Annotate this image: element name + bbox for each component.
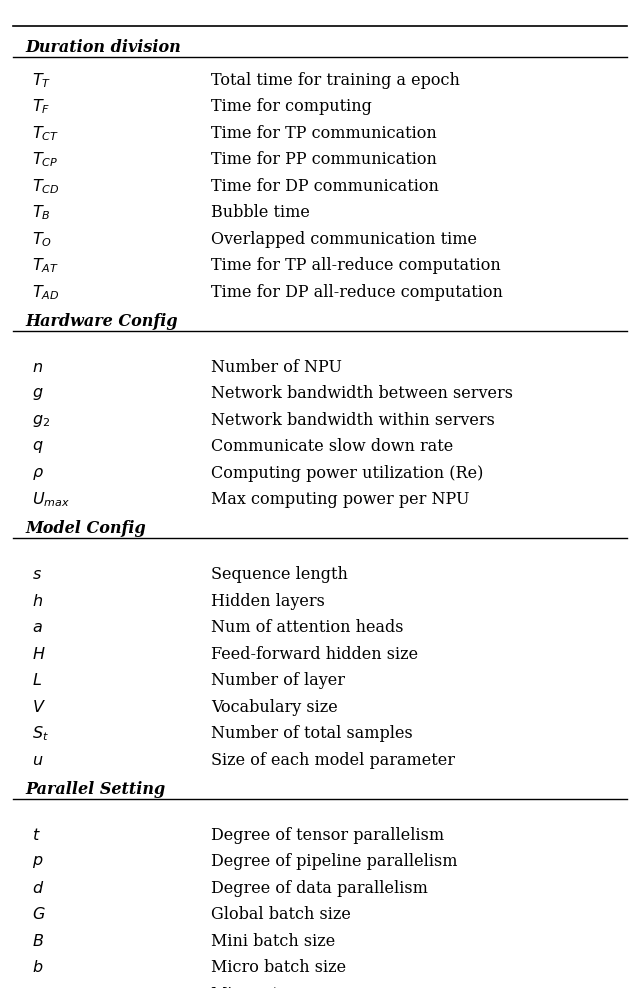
Text: $t$: $t$ [32,827,41,844]
Text: Sequence length: Sequence length [211,566,348,583]
Text: $g_2$: $g_2$ [32,412,50,429]
Text: $T_{AD}$: $T_{AD}$ [32,283,60,301]
Text: $q$: $q$ [32,439,44,455]
Text: Num of attention heads: Num of attention heads [211,619,404,636]
Text: $\rho$: $\rho$ [32,464,44,482]
Text: $n$: $n$ [32,359,43,375]
Text: Time for PP communication: Time for PP communication [211,151,437,168]
Text: $T_{CP}$: $T_{CP}$ [32,150,58,169]
Text: $T_{CT}$: $T_{CT}$ [32,124,59,143]
Text: $u$: $u$ [32,752,44,769]
Text: Duration division: Duration division [26,39,181,56]
Text: Vocabulary size: Vocabulary size [211,699,338,715]
Text: Global batch size: Global batch size [211,906,351,923]
Text: Time for DP all-reduce computation: Time for DP all-reduce computation [211,284,503,300]
Text: $m$: $m$ [32,986,49,988]
Text: $p$: $p$ [32,854,44,870]
Text: Degree of tensor parallelism: Degree of tensor parallelism [211,827,444,844]
Text: $T_{CD}$: $T_{CD}$ [32,177,60,196]
Text: $V$: $V$ [32,699,46,715]
Text: $S_t$: $S_t$ [32,724,49,743]
Text: $L$: $L$ [32,672,42,690]
Text: Overlapped communication time: Overlapped communication time [211,231,477,248]
Text: Number of layer: Number of layer [211,672,345,690]
Text: $g$: $g$ [32,385,44,402]
Text: Computing power utilization (Re): Computing power utilization (Re) [211,464,484,482]
Text: Size of each model parameter: Size of each model parameter [211,752,455,769]
Text: Time for TP communication: Time for TP communication [211,124,437,142]
Text: Total time for training a epoch: Total time for training a epoch [211,72,460,89]
Text: Network bandwidth within servers: Network bandwidth within servers [211,412,495,429]
Text: $H$: $H$ [32,646,45,663]
Text: Number of NPU: Number of NPU [211,359,342,375]
Text: Communicate slow down rate: Communicate slow down rate [211,439,454,455]
Text: Time for TP all-reduce computation: Time for TP all-reduce computation [211,257,501,275]
Text: Time for DP communication: Time for DP communication [211,178,439,195]
Text: Model Config: Model Config [26,521,147,537]
Text: Feed-forward hidden size: Feed-forward hidden size [211,646,419,663]
Text: $d$: $d$ [32,879,44,897]
Text: $B$: $B$ [32,933,44,949]
Text: Micro steps: Micro steps [211,986,307,988]
Text: Max computing power per NPU: Max computing power per NPU [211,491,470,508]
Text: Hidden layers: Hidden layers [211,593,325,610]
Text: $T_B$: $T_B$ [32,204,51,222]
Text: Hardware Config: Hardware Config [26,313,178,330]
Text: Parallel Setting: Parallel Setting [26,781,166,798]
Text: Bubble time: Bubble time [211,205,310,221]
Text: Degree of pipeline parallelism: Degree of pipeline parallelism [211,854,458,870]
Text: $b$: $b$ [32,959,44,976]
Text: $G$: $G$ [32,906,45,923]
Text: $h$: $h$ [32,593,43,610]
Text: Mini batch size: Mini batch size [211,933,335,949]
Text: Number of total samples: Number of total samples [211,725,413,742]
Text: Degree of data parallelism: Degree of data parallelism [211,879,428,897]
Text: Micro batch size: Micro batch size [211,959,346,976]
Text: $T_{AT}$: $T_{AT}$ [32,257,59,276]
Text: Network bandwidth between servers: Network bandwidth between servers [211,385,513,402]
Text: $T_T$: $T_T$ [32,71,51,90]
Text: Time for computing: Time for computing [211,99,372,116]
Text: $s$: $s$ [32,566,42,583]
Text: $a$: $a$ [32,619,43,636]
Text: $T_F$: $T_F$ [32,98,51,117]
Text: $T_O$: $T_O$ [32,230,52,249]
Text: $U_{max}$: $U_{max}$ [32,490,70,509]
